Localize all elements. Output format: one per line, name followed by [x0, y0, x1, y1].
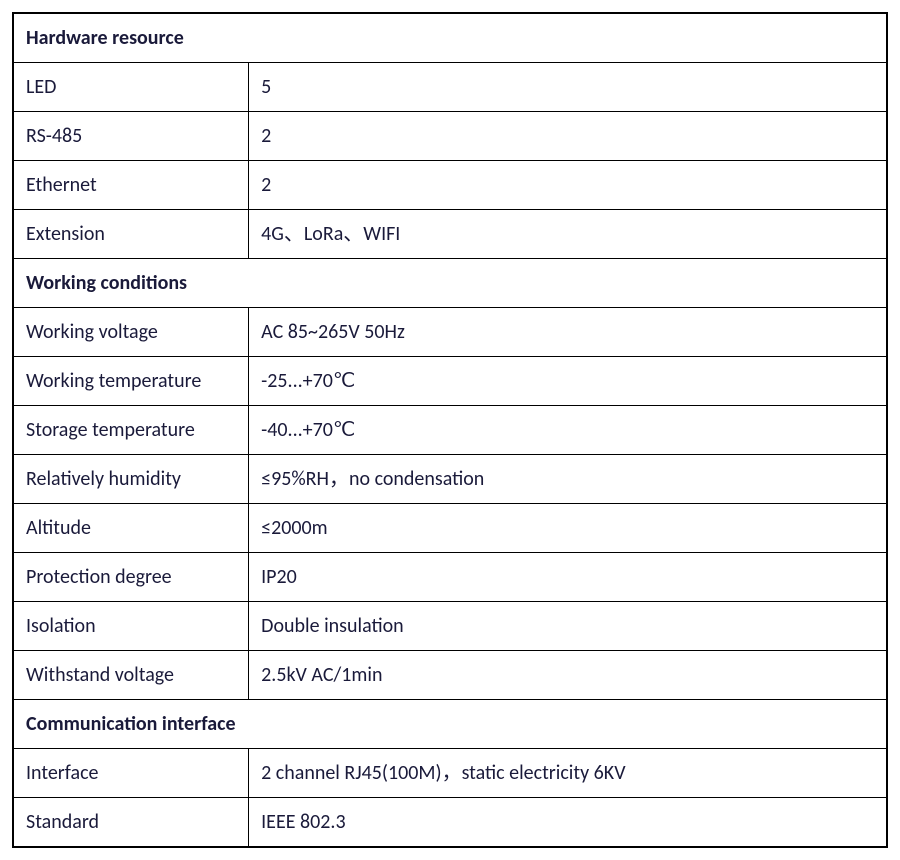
table-row: Ethernet 2 [13, 161, 887, 210]
table-row: Isolation Double insulation [13, 602, 887, 651]
spec-label: LED [13, 63, 249, 112]
spec-value: 2 [249, 161, 887, 210]
spec-value: ≤95%RH，no condensation [249, 455, 887, 504]
spec-value: -40...+70℃ [249, 406, 887, 455]
spec-value: ≤2000m [249, 504, 887, 553]
table-body: Hardware resource LED 5 RS-485 2 Etherne… [13, 13, 887, 847]
spec-value: -25...+70℃ [249, 357, 887, 406]
spec-label: Working voltage [13, 308, 249, 357]
spec-label: Storage temperature [13, 406, 249, 455]
spec-value: 5 [249, 63, 887, 112]
table-row: Storage temperature -40...+70℃ [13, 406, 887, 455]
table-row: RS-485 2 [13, 112, 887, 161]
table-row: Standard IEEE 802.3 [13, 798, 887, 848]
table-row: Withstand voltage 2.5kV AC/1min [13, 651, 887, 700]
spec-label: Interface [13, 749, 249, 798]
section-header-row: Working conditions [13, 259, 887, 308]
section-header: Hardware resource [13, 13, 887, 63]
spec-value: Double insulation [249, 602, 887, 651]
spec-label: Altitude [13, 504, 249, 553]
spec-value: 2 channel RJ45(100M)，static electricity … [249, 749, 887, 798]
spec-label: Withstand voltage [13, 651, 249, 700]
spec-label: Isolation [13, 602, 249, 651]
spec-label: RS-485 [13, 112, 249, 161]
table-row: Interface 2 channel RJ45(100M)，static el… [13, 749, 887, 798]
spec-label: Extension [13, 210, 249, 259]
table-row: Altitude ≤2000m [13, 504, 887, 553]
table-row: Working temperature -25...+70℃ [13, 357, 887, 406]
spec-value: AC 85~265V 50Hz [249, 308, 887, 357]
table-row: Extension 4G、LoRa、WIFI [13, 210, 887, 259]
table-row: Protection degree IP20 [13, 553, 887, 602]
spec-value: 2 [249, 112, 887, 161]
spec-value: 4G、LoRa、WIFI [249, 210, 887, 259]
spec-label: Working temperature [13, 357, 249, 406]
spec-value: 2.5kV AC/1min [249, 651, 887, 700]
spec-label: Relatively humidity [13, 455, 249, 504]
spec-label: Standard [13, 798, 249, 848]
spec-value: IP20 [249, 553, 887, 602]
spec-label: Ethernet [13, 161, 249, 210]
section-header: Communication interface [13, 700, 887, 749]
section-header: Working conditions [13, 259, 887, 308]
table-row: Working voltage AC 85~265V 50Hz [13, 308, 887, 357]
section-header-row: Hardware resource [13, 13, 887, 63]
table-row: LED 5 [13, 63, 887, 112]
spec-value: IEEE 802.3 [249, 798, 887, 848]
section-header-row: Communication interface [13, 700, 887, 749]
spec-label: Protection degree [13, 553, 249, 602]
specification-table: Hardware resource LED 5 RS-485 2 Etherne… [12, 12, 888, 848]
table-row: Relatively humidity ≤95%RH，no condensati… [13, 455, 887, 504]
